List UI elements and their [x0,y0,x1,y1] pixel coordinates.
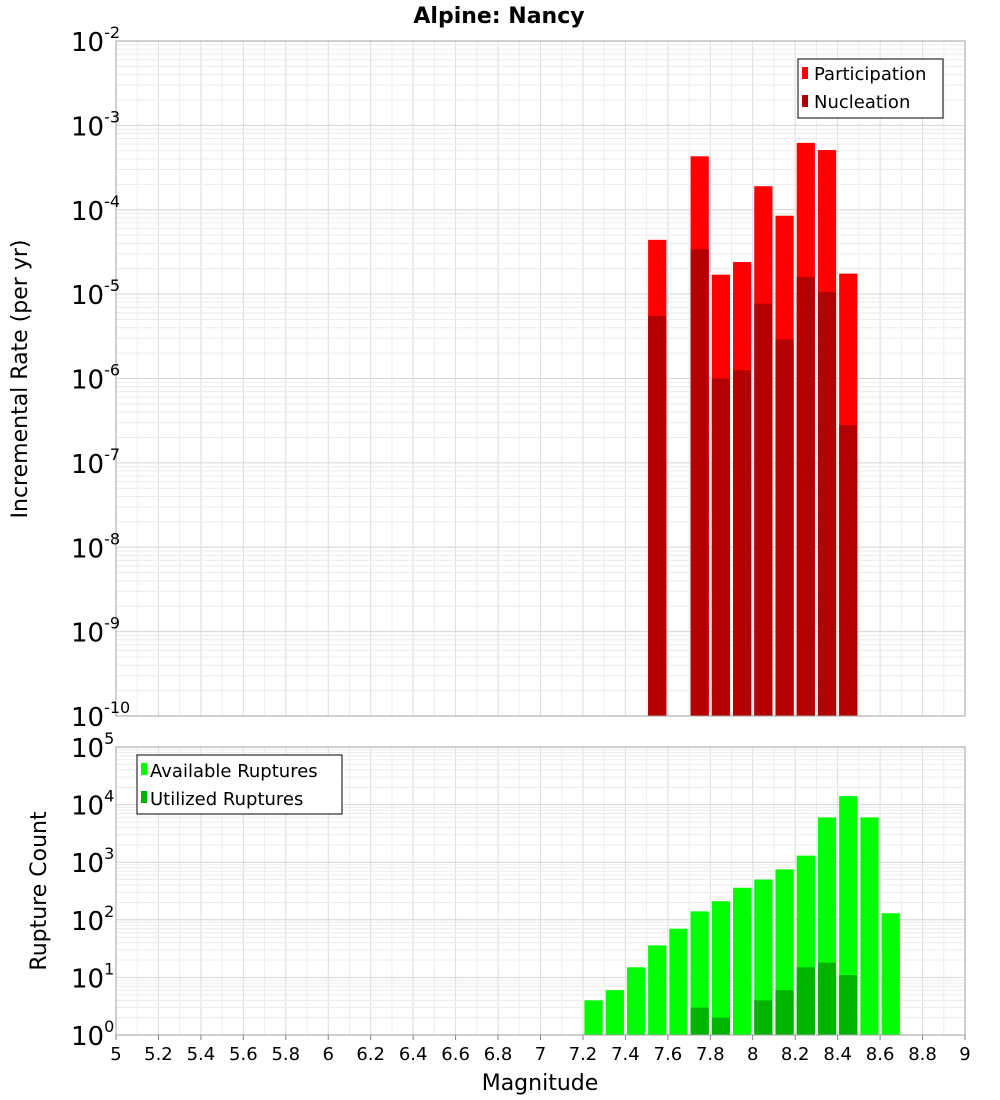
bottom-bar-available-ruptures [754,879,773,1035]
bottom-bar-utilized-ruptures [775,990,794,1035]
x-tick-label: 6.4 [399,1044,428,1065]
bottom-y-tick-label: 104 [71,787,114,822]
top-bar-nucleation [796,276,815,716]
x-tick-label: 7.8 [696,1044,725,1065]
top-bar-nucleation [690,249,709,716]
bottom-bar-utilized-ruptures [817,962,837,1035]
x-tick-label: 7.2 [569,1044,598,1065]
x-tick-label: 6 [323,1044,334,1065]
top-y-tick-label: 10-4 [71,192,120,227]
top-y-tick-label: 10-7 [71,445,120,480]
bottom-bar-utilized-ruptures [690,1007,709,1035]
top-bar-nucleation [648,316,667,716]
top-y-tick-label: 10-5 [71,276,120,311]
legend-swatch-utilized [141,791,147,803]
top-y-tick-label: 10-8 [71,529,120,564]
bottom-y-tick-label: 103 [71,844,114,879]
legend-label-participation: Participation [814,64,926,85]
x-tick-label: 5 [110,1044,121,1065]
x-tick-label: 6.8 [484,1044,513,1065]
legend-swatch-nucleation [802,95,808,107]
bottom-bar-utilized-ruptures [711,1017,731,1035]
x-tick-label: 5.4 [187,1044,216,1065]
bottom-bar-available-ruptures [733,887,752,1035]
x-tick-label: 8.8 [908,1044,937,1065]
x-tick-label: 8 [747,1044,758,1065]
bottom-bar-available-ruptures [605,990,624,1035]
top-bar-nucleation [839,425,858,716]
x-axis-label: Magnitude [482,1071,599,1096]
bottom-bar-available-ruptures [626,967,646,1035]
top-bar-nucleation [733,370,752,716]
x-tick-label: 6.6 [441,1044,470,1065]
bottom-y-tick-label: 105 [71,729,114,764]
top-bars [648,142,858,717]
x-tick-label: 7 [535,1044,546,1065]
x-tick-label: 5.6 [229,1044,258,1065]
bottom-bars [584,796,900,1035]
top-y-tick-label: 10-3 [71,107,120,142]
top-gridlines [115,41,966,717]
legend-swatch-available [141,763,147,775]
legend-swatch-participation [802,67,808,79]
bottom-bar-available-ruptures [648,945,667,1035]
bottom-y-tick-label: 102 [71,902,114,937]
x-tick-label: 8.2 [781,1044,810,1065]
top-bar-nucleation [817,291,837,716]
x-tick-label: 6.2 [356,1044,385,1065]
bottom-y-tick-labels: 100 101 102 103 104 105 [71,729,114,1052]
top-y-tick-label: 10-9 [71,614,120,649]
bottom-y-tick-label: 100 [71,1017,114,1052]
top-y-tick-label: 10-6 [71,361,120,396]
bottom-legend: Available Ruptures Utilized Ruptures [136,754,343,815]
bottom-y-axis-label: Rupture Count [27,811,52,971]
x-tick-labels: 5 5.2 5.4 5.6 5.8 6 6.2 6.4 6.6 6.8 7 7.2 7.4 7.6 7.8 8… [110,1035,971,1065]
bottom-bar-utilized-ruptures [839,975,858,1035]
x-tick-label: 7.6 [654,1044,683,1065]
x-tick-label: 8.6 [866,1044,895,1065]
legend-label-utilized: Utilized Ruptures [150,789,303,810]
bottom-bar-available-ruptures [690,911,709,1035]
bottom-bar-available-ruptures [669,928,688,1035]
x-tick-label: 8.4 [823,1044,852,1065]
top-y-axis-label: Incremental Rate (per yr) [8,240,33,519]
bottom-bar-available-ruptures [881,913,900,1035]
legend-label-nucleation: Nucleation [814,92,910,113]
bottom-bar-available-ruptures [584,1000,603,1035]
top-legend: Participation Nucleation [797,58,944,119]
top-bar-nucleation [711,378,731,716]
top-y-tick-label: 10-2 [71,23,120,58]
top-plot-frame [115,40,966,717]
top-bar-nucleation [754,303,773,716]
bottom-bar-available-ruptures [860,817,879,1035]
x-tick-label: 9 [959,1044,970,1065]
top-legend-box [797,58,944,119]
x-tick-label: 5.8 [271,1044,300,1065]
bottom-bar-available-ruptures [711,901,731,1035]
chart-title: Alpine: Nancy [413,4,584,29]
bottom-legend-box [136,754,343,815]
top-y-tick-labels: 10-10 10-9 10-8 10-7 10-6 10-5 10-4 10-3 10-2 [71,23,130,733]
top-y-tick-label: 10-10 [71,698,130,733]
x-tick-label: 5.2 [144,1044,173,1065]
top-bar-nucleation [775,339,794,716]
bottom-bar-utilized-ruptures [796,967,815,1035]
bottom-bar-utilized-ruptures [754,1000,773,1035]
x-tick-label: 7.4 [611,1044,640,1065]
bottom-y-tick-label: 101 [71,959,114,994]
legend-label-available: Available Ruptures [150,761,318,782]
